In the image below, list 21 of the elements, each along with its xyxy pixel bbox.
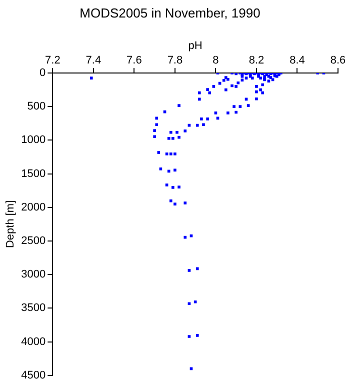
y-tick-label: 1000 <box>21 134 46 146</box>
y-tick-label: 3000 <box>21 268 46 281</box>
x-tick-label: 7.6 <box>126 54 142 66</box>
x-tick-label: 8.2 <box>248 54 264 66</box>
x-tick-label: 7.2 <box>45 54 60 66</box>
x-tick-label: 8 <box>212 54 219 66</box>
y-tick-label: 0 <box>40 67 46 80</box>
x-tick-label: 8.4 <box>290 54 305 66</box>
x-axis-title: pH <box>188 40 202 52</box>
y-tick-label: 4000 <box>21 336 46 348</box>
y-tick-label: 2000 <box>21 201 46 214</box>
y-tick-label: 3500 <box>21 302 46 314</box>
x-tick-label: 7.4 <box>86 54 102 66</box>
y-tick-label: 500 <box>27 100 46 113</box>
y-tick-label: 4500 <box>21 369 46 382</box>
y-axis-title: Depth [m] <box>4 200 17 248</box>
y-tick-label: 2500 <box>21 235 46 248</box>
y-tick-label: 1500 <box>21 168 46 180</box>
chart-title: MODS2005 in November, 1990 <box>80 5 260 20</box>
x-tick-label: 8.6 <box>330 54 346 66</box>
x-tick-label: 7.8 <box>167 54 183 66</box>
